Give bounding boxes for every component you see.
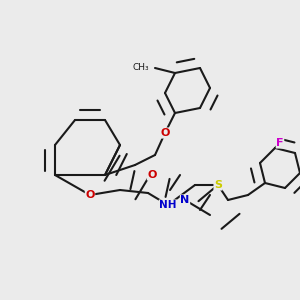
Text: NH: NH (159, 200, 177, 210)
Text: CH₃: CH₃ (132, 64, 149, 73)
Text: S: S (214, 180, 222, 190)
Text: N: N (180, 195, 190, 205)
Text: O: O (160, 128, 170, 138)
Text: F: F (276, 138, 284, 148)
Text: O: O (147, 170, 157, 180)
Text: O: O (85, 190, 95, 200)
